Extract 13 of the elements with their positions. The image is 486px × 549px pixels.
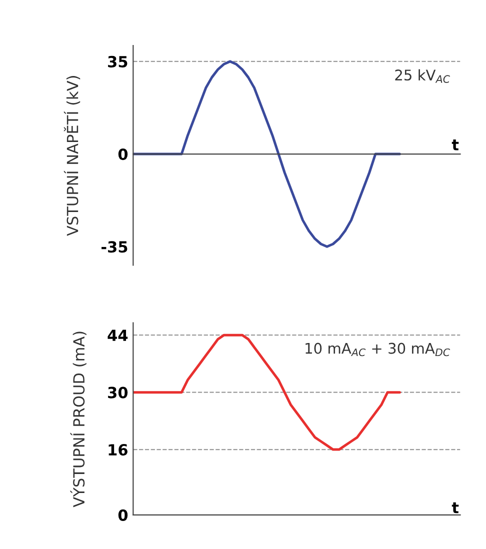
- y-tick-label: 16: [108, 444, 128, 456]
- y-tick-label: 0: [118, 509, 128, 521]
- x-axis-title: t: [452, 502, 459, 514]
- y-tick-label: 35: [108, 56, 128, 68]
- annotation: 25 kV$_{AC}$: [395, 69, 450, 83]
- y-tick-label: 30: [108, 386, 128, 398]
- y-tick-label: -35: [102, 241, 128, 253]
- x-axis-title: t: [452, 140, 459, 150]
- y-tick-label: 44: [108, 330, 128, 341]
- y-axis-title: VSTUPNÍ NAPĚTÍ (kV): [64, 76, 80, 236]
- annotation: 10 mA$_{AC}$ + 30 mA$_{DC}$: [306, 342, 450, 356]
- y-axis-title: VÝSTUPNÍ PROUD (mA): [70, 332, 86, 508]
- y-tick-label: 0: [118, 148, 128, 160]
